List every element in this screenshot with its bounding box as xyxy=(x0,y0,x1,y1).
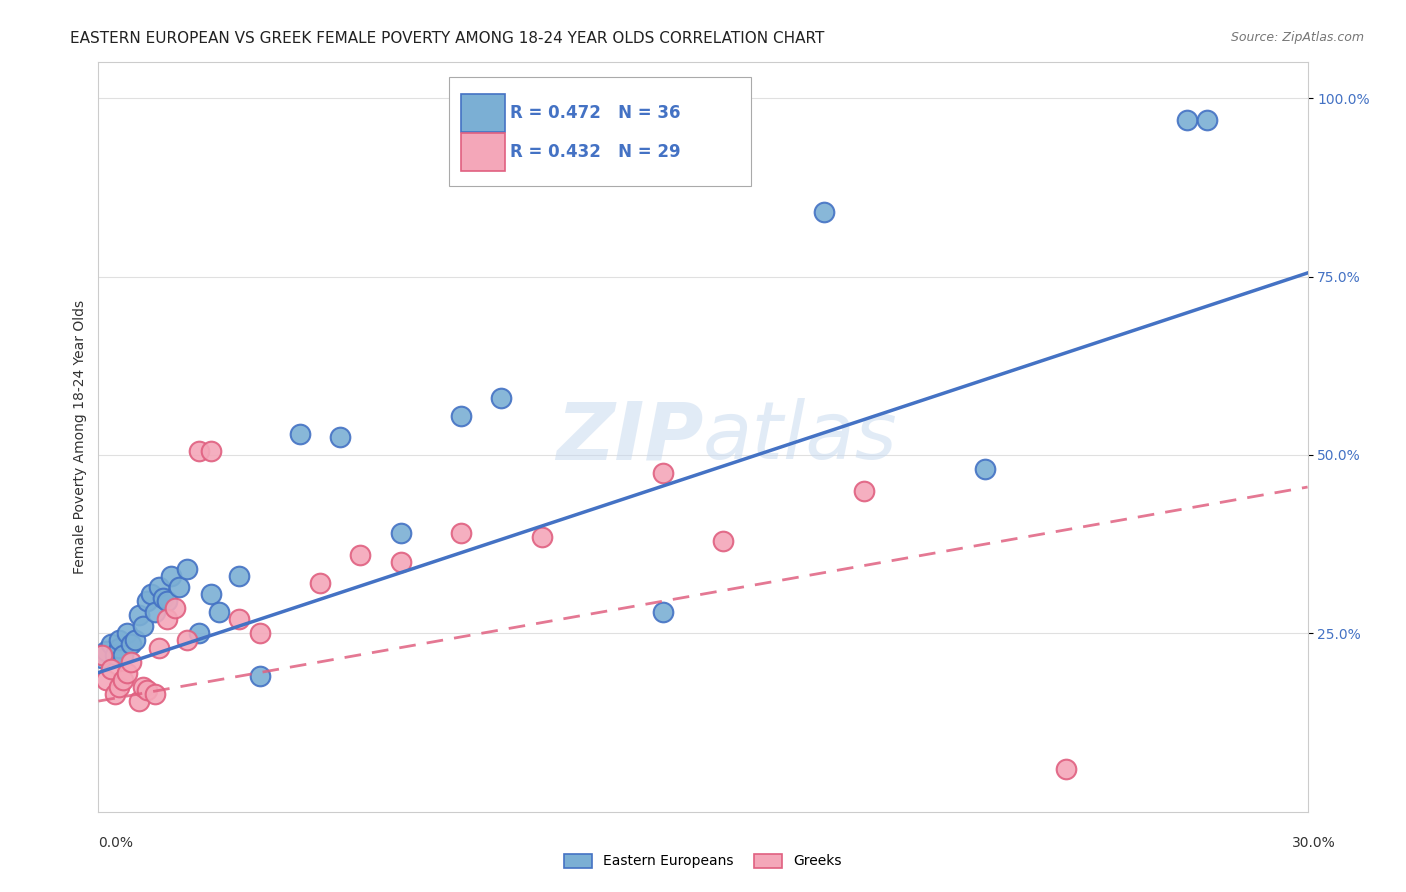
Point xyxy=(128,694,150,708)
Point xyxy=(156,612,179,626)
Point xyxy=(143,687,166,701)
Legend: Eastern Europeans, Greeks: Eastern Europeans, Greeks xyxy=(564,854,842,869)
Point xyxy=(103,687,125,701)
Point xyxy=(103,648,125,662)
Point xyxy=(96,673,118,687)
Point xyxy=(91,648,114,662)
Point xyxy=(329,430,352,444)
Point xyxy=(711,533,734,548)
Point xyxy=(143,605,166,619)
Point xyxy=(349,548,371,562)
Point xyxy=(96,644,118,658)
Point xyxy=(100,662,122,676)
Point xyxy=(228,612,250,626)
Point xyxy=(107,680,129,694)
Point xyxy=(1195,112,1218,127)
Text: atlas: atlas xyxy=(703,398,898,476)
Point xyxy=(200,587,222,601)
Point xyxy=(1054,762,1077,776)
Text: ZIP: ZIP xyxy=(555,398,703,476)
Point xyxy=(389,526,412,541)
Point xyxy=(249,626,271,640)
Point xyxy=(167,580,190,594)
Point xyxy=(228,569,250,583)
FancyBboxPatch shape xyxy=(461,133,505,171)
Point xyxy=(1175,112,1198,127)
Point xyxy=(139,587,162,601)
Point xyxy=(107,633,129,648)
Point xyxy=(115,665,138,680)
Point xyxy=(450,526,472,541)
Point xyxy=(450,409,472,423)
Point xyxy=(132,619,155,633)
Point xyxy=(100,637,122,651)
Point xyxy=(176,562,198,576)
Point xyxy=(208,605,231,619)
Point xyxy=(530,530,553,544)
Point xyxy=(132,680,155,694)
Point xyxy=(148,580,170,594)
Text: R = 0.472   N = 36: R = 0.472 N = 36 xyxy=(509,103,681,121)
Point xyxy=(176,633,198,648)
Text: EASTERN EUROPEAN VS GREEK FEMALE POVERTY AMONG 18-24 YEAR OLDS CORRELATION CHART: EASTERN EUROPEAN VS GREEK FEMALE POVERTY… xyxy=(70,31,825,46)
Point xyxy=(163,601,186,615)
Point xyxy=(152,591,174,605)
Point xyxy=(120,655,142,669)
Point xyxy=(651,605,673,619)
Point xyxy=(651,466,673,480)
FancyBboxPatch shape xyxy=(449,78,751,186)
Point xyxy=(853,483,876,498)
Point xyxy=(188,626,211,640)
Text: 0.0%: 0.0% xyxy=(98,836,134,850)
Point xyxy=(91,651,114,665)
Point xyxy=(188,444,211,458)
Text: 30.0%: 30.0% xyxy=(1292,836,1336,850)
Point xyxy=(120,637,142,651)
Point xyxy=(389,555,412,569)
Point xyxy=(249,669,271,683)
Point xyxy=(124,633,146,648)
Text: R = 0.432   N = 29: R = 0.432 N = 29 xyxy=(509,144,681,161)
Y-axis label: Female Poverty Among 18-24 Year Olds: Female Poverty Among 18-24 Year Olds xyxy=(73,300,87,574)
Point xyxy=(135,683,157,698)
Point xyxy=(974,462,997,476)
Point xyxy=(813,205,835,219)
FancyBboxPatch shape xyxy=(461,94,505,132)
Point xyxy=(309,576,332,591)
Point xyxy=(111,673,134,687)
Point xyxy=(288,426,311,441)
Point xyxy=(160,569,183,583)
Point xyxy=(115,626,138,640)
Text: Source: ZipAtlas.com: Source: ZipAtlas.com xyxy=(1230,31,1364,45)
Point xyxy=(491,391,513,405)
Point xyxy=(135,594,157,608)
Point xyxy=(107,640,129,655)
Point xyxy=(128,608,150,623)
Point xyxy=(148,640,170,655)
Point xyxy=(111,648,134,662)
Point xyxy=(200,444,222,458)
Point xyxy=(156,594,179,608)
